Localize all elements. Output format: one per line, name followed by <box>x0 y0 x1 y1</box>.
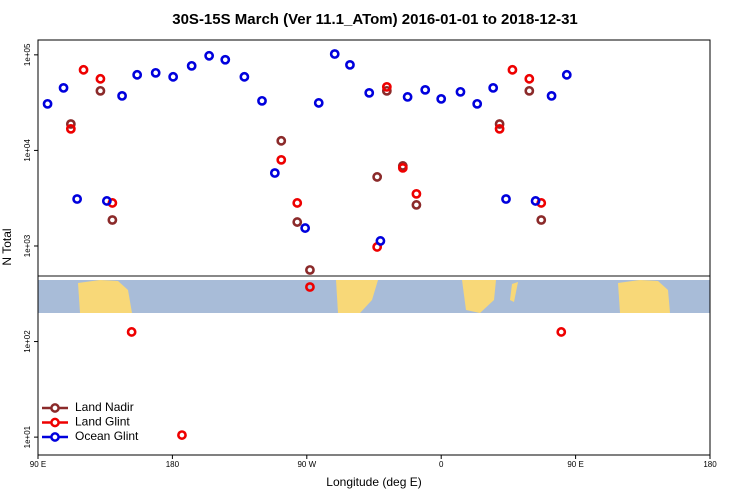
point <box>411 188 422 199</box>
point <box>501 194 511 204</box>
point <box>292 198 303 208</box>
point <box>305 282 315 292</box>
x-tick-label: 90 E <box>30 460 46 469</box>
x-tick-label: 0 <box>439 460 444 469</box>
point <box>107 215 118 225</box>
y-tick-label: 1e+04 <box>23 139 32 162</box>
point <box>269 168 280 178</box>
x-tick-label: 180 <box>166 460 180 469</box>
point <box>239 71 250 82</box>
point <box>150 67 161 78</box>
point <box>313 98 324 108</box>
chart-title: 30S-15S March (Ver 11.1_ATom) 2016-01-01… <box>172 11 578 28</box>
point <box>305 265 315 275</box>
legend-label: Land Glint <box>75 415 130 429</box>
point <box>436 93 447 104</box>
point <box>411 200 422 210</box>
point <box>420 84 431 95</box>
point <box>524 73 535 84</box>
point <box>381 81 392 92</box>
point <box>276 135 287 146</box>
point <box>556 327 567 337</box>
point <box>58 82 69 93</box>
x-tick-label: 90 E <box>567 460 583 469</box>
point <box>117 90 127 101</box>
point <box>177 430 187 440</box>
point <box>276 154 287 165</box>
point <box>132 69 143 80</box>
y-tick-label: 1e+05 <box>23 43 32 66</box>
point <box>375 236 386 246</box>
point <box>300 223 311 233</box>
point <box>372 172 383 182</box>
point <box>494 123 505 134</box>
point <box>101 196 112 206</box>
y-tick-label: 1e+02 <box>23 330 32 353</box>
legend-marker <box>50 403 60 413</box>
point <box>364 87 375 98</box>
legend-label: Land Nadir <box>75 400 134 414</box>
point <box>530 196 541 206</box>
y-tick-label: 1e+03 <box>23 234 32 257</box>
point <box>126 327 137 337</box>
x-axis-label: Longitude (deg E) <box>326 475 421 489</box>
point <box>546 90 557 101</box>
point <box>329 49 340 59</box>
point <box>168 71 179 82</box>
point <box>524 85 535 96</box>
point <box>536 215 547 225</box>
legend-marker <box>50 432 60 442</box>
point <box>78 64 89 75</box>
point <box>402 92 413 102</box>
point <box>220 54 231 65</box>
point <box>561 69 572 80</box>
point <box>397 163 408 173</box>
point <box>472 98 483 109</box>
point <box>488 82 499 93</box>
map-strip <box>38 275 710 313</box>
legend-marker <box>50 417 60 428</box>
point <box>507 64 518 75</box>
point <box>204 50 215 61</box>
point <box>186 60 197 71</box>
point <box>95 85 106 96</box>
point <box>65 119 76 129</box>
point <box>455 86 466 97</box>
point <box>381 85 392 96</box>
point <box>65 123 76 134</box>
point <box>42 98 53 109</box>
x-tick-label: 90 W <box>297 460 316 469</box>
point <box>345 59 355 70</box>
y-axis-label: N Total <box>0 228 14 265</box>
point <box>494 119 505 129</box>
point <box>292 217 303 227</box>
plot-frame <box>37 39 711 456</box>
x-tick-label: 180 <box>703 460 717 469</box>
point <box>95 73 106 84</box>
point <box>72 194 83 204</box>
point <box>257 95 267 106</box>
legend-label: Ocean Glint <box>75 429 139 443</box>
y-tick-label: 1e+01 <box>23 425 32 448</box>
